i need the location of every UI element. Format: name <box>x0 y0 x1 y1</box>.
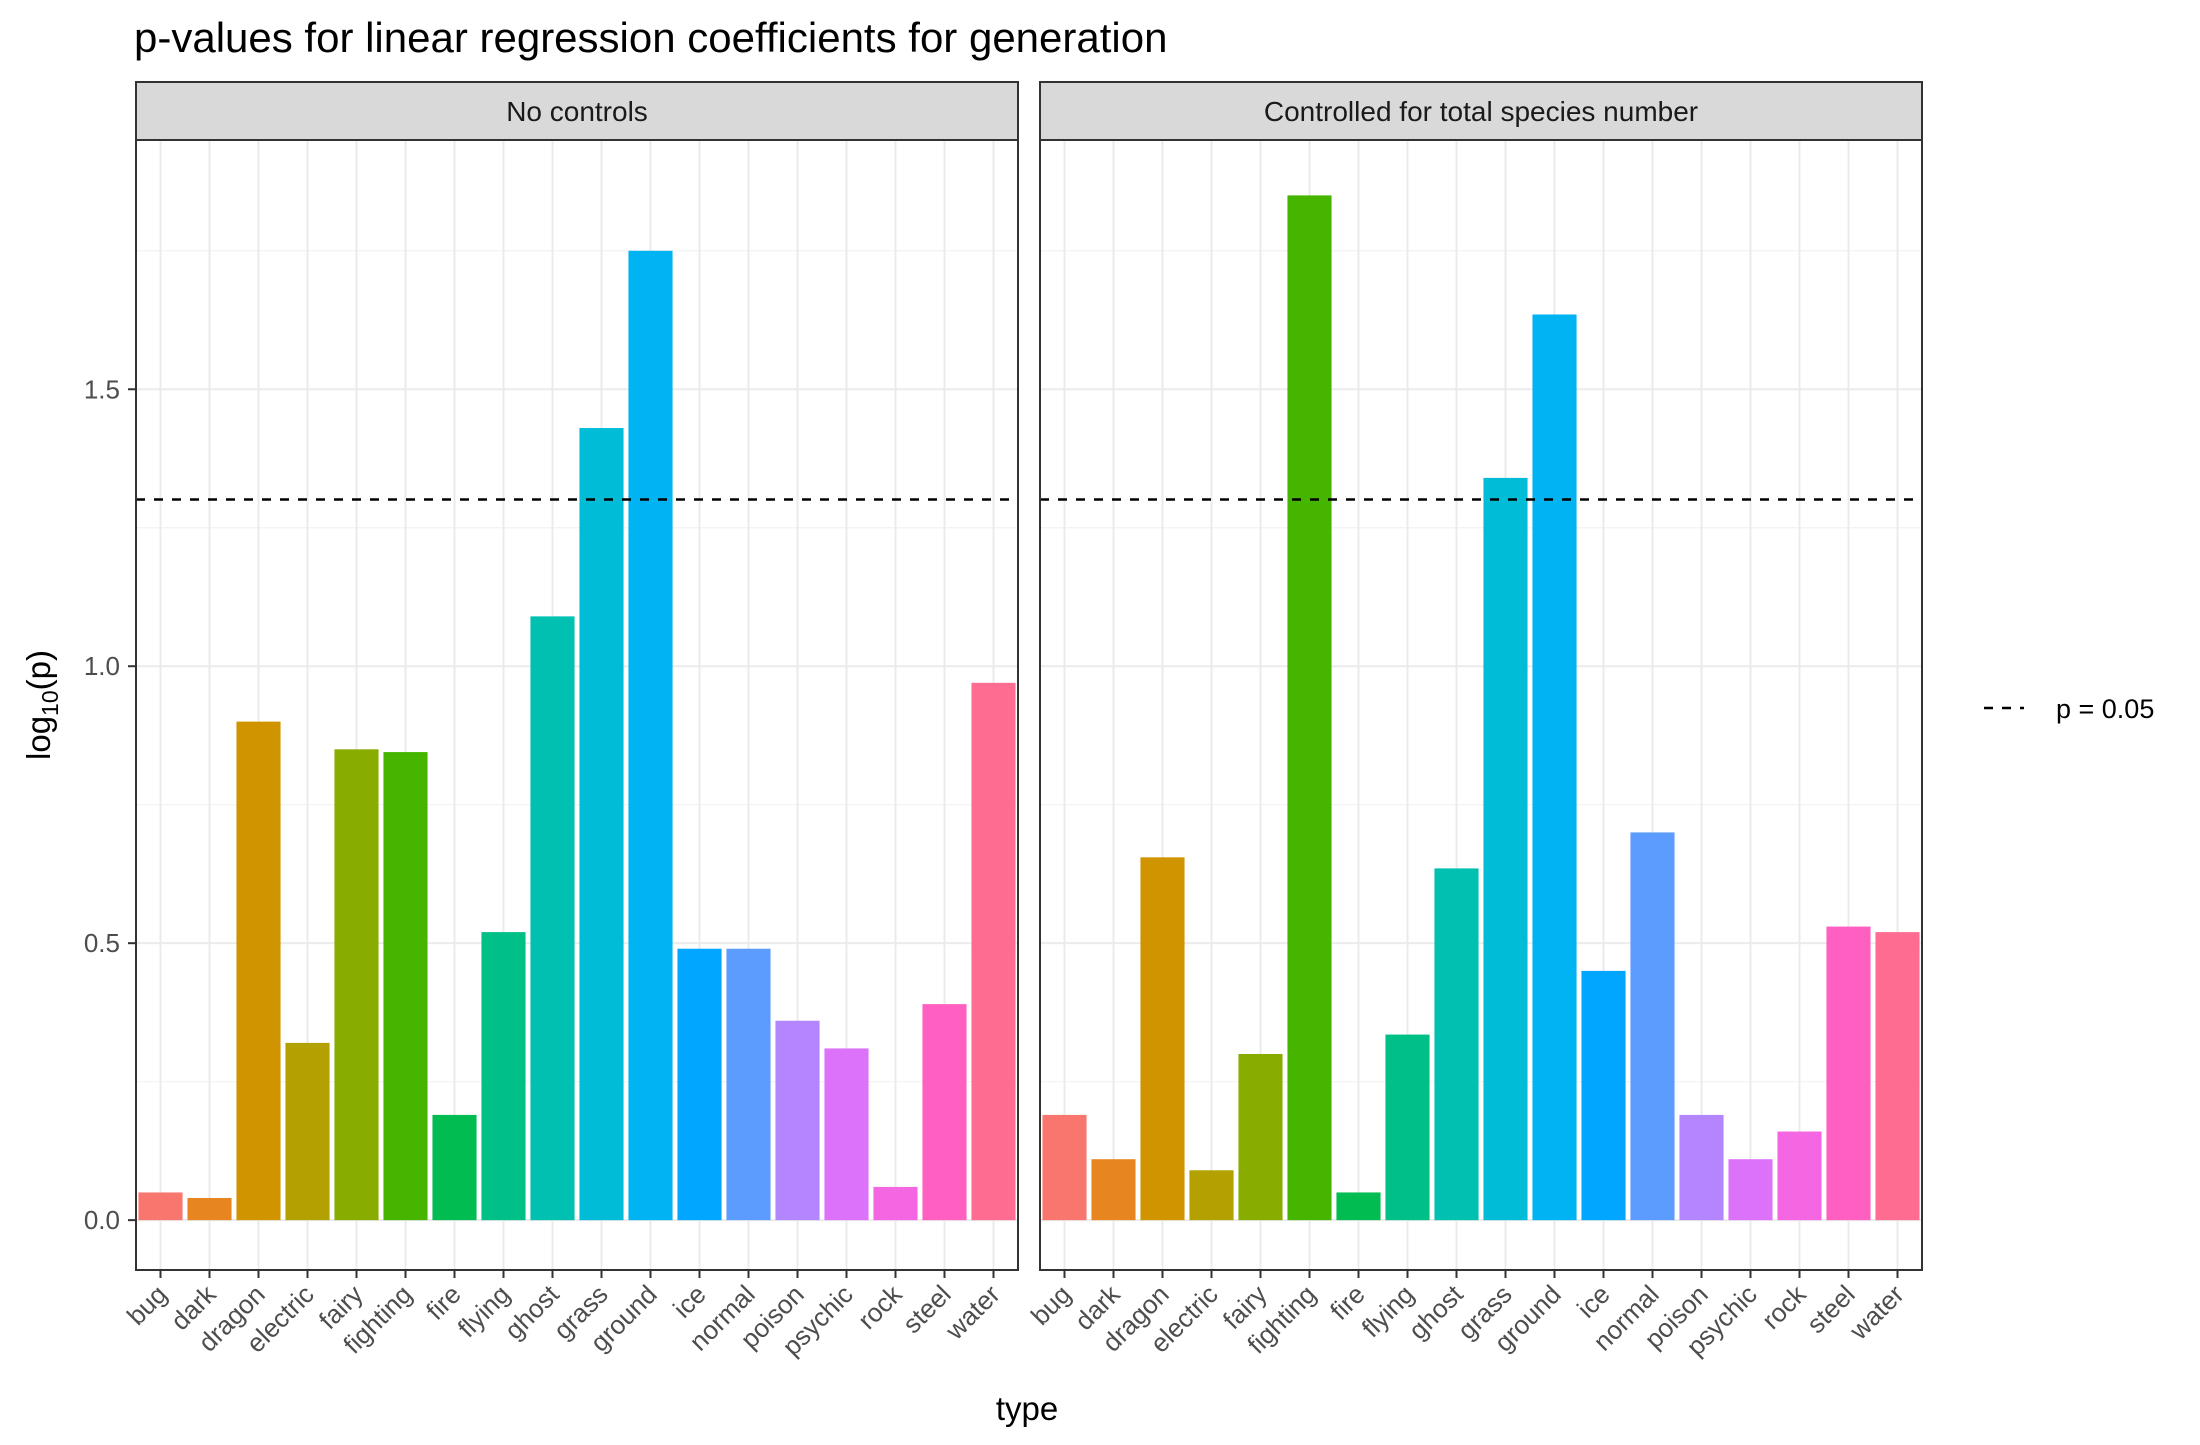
bar-steel <box>922 1004 967 1221</box>
y-axis-title-base: log <box>20 716 57 760</box>
bar-poison <box>1679 1114 1724 1221</box>
bar-rock <box>873 1186 918 1221</box>
bar-flying <box>1385 1034 1430 1221</box>
bar-fighting <box>1287 195 1332 1221</box>
bar-fire <box>432 1114 477 1221</box>
bar-poison <box>775 1020 820 1221</box>
bar-normal <box>726 948 771 1221</box>
y-axis: 0.0 0.5 1.0 1.5 <box>84 374 136 1235</box>
panel-no-controls: No controlsbugdarkdragonelectricfairyfig… <box>121 81 1019 1362</box>
x-tick-label: ghost <box>1403 1278 1470 1345</box>
bar-fairy <box>334 749 379 1221</box>
x-tick-label: water <box>939 1279 1006 1346</box>
bar-electric <box>1189 1170 1234 1221</box>
bar-water <box>1875 932 1920 1221</box>
y-tick-label: 0.5 <box>84 928 120 958</box>
bar-fairy <box>1238 1053 1283 1221</box>
bar-ghost <box>1434 868 1479 1221</box>
bar-ground <box>1532 314 1577 1221</box>
bar-water <box>971 682 1016 1221</box>
y-axis-title: log10(p) <box>20 650 63 760</box>
bar-ghost <box>530 616 575 1221</box>
x-axis-title: type <box>996 1390 1058 1427</box>
x-tick-label: bug <box>1025 1279 1077 1331</box>
y-tick-label: 1.5 <box>84 374 120 404</box>
x-tick-label: rock <box>852 1278 909 1335</box>
facet-strip-label: No controls <box>506 96 648 127</box>
x-tick-label: bug <box>121 1279 173 1331</box>
bar-fire <box>1336 1192 1381 1221</box>
bar-steel <box>1826 926 1871 1221</box>
x-tick-label: flying <box>452 1279 516 1343</box>
bar-fighting <box>383 752 428 1221</box>
bar-dragon <box>236 721 281 1221</box>
bar-psychic <box>1728 1159 1773 1221</box>
bar-ice <box>1581 970 1626 1221</box>
bar-flying <box>481 932 526 1221</box>
bar-dark <box>1091 1159 1136 1221</box>
bar-dragon <box>1140 857 1185 1221</box>
legend: p = 0.05 <box>1984 694 2154 724</box>
y-tick-label: 0.0 <box>84 1205 120 1235</box>
x-tick-label: water <box>1843 1279 1910 1346</box>
bar-ground <box>628 250 673 1221</box>
x-tick-label: flying <box>1356 1279 1420 1343</box>
bar-electric <box>285 1042 330 1221</box>
bar-normal <box>1630 832 1675 1221</box>
y-axis-title-subscript: 10 <box>37 690 63 716</box>
bar-bug <box>1042 1114 1087 1221</box>
facet-strip-label: Controlled for total species number <box>1264 96 1698 127</box>
bar-psychic <box>824 1048 869 1221</box>
facet-strip <box>135 81 1019 141</box>
x-tick-label: ghost <box>499 1278 566 1345</box>
bar-bug <box>138 1192 183 1221</box>
y-axis-title-rest: (p) <box>20 650 57 690</box>
bar-rock <box>1777 1131 1822 1221</box>
facet-strip <box>1039 81 1923 141</box>
bar-ice <box>677 948 722 1221</box>
legend-label: p = 0.05 <box>2056 694 2154 724</box>
panel-controlled: Controlled for total species numberbugda… <box>1025 81 1923 1362</box>
x-tick-label: rock <box>1756 1278 1813 1335</box>
bar-grass <box>579 428 624 1221</box>
bar-grass <box>1483 477 1528 1221</box>
y-tick-label: 1.0 <box>84 651 120 681</box>
bar-dark <box>187 1197 232 1221</box>
chart-title: p-values for linear regression coefficie… <box>134 14 1167 61</box>
